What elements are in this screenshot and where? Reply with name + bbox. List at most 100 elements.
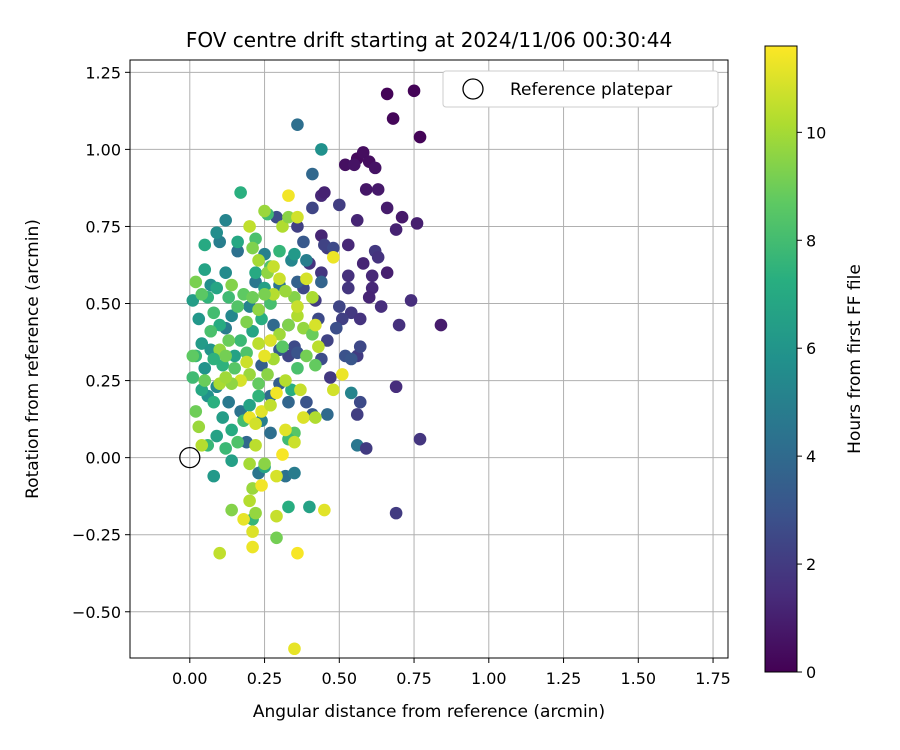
data-point [207, 306, 221, 320]
data-point [291, 300, 304, 313]
data-point [222, 334, 235, 347]
data-point [279, 423, 292, 437]
data-point [207, 469, 221, 483]
colorbar-tick-label: 0 [806, 663, 816, 682]
legend-label: Reference platepar [510, 80, 672, 100]
data-point [291, 361, 304, 375]
data-point [252, 377, 265, 390]
x-tick-label: 1.00 [471, 669, 507, 688]
data-point [324, 371, 337, 384]
data-point [258, 204, 271, 218]
data-point [374, 300, 388, 313]
data-point [252, 303, 265, 316]
data-point [413, 130, 427, 144]
data-point [297, 235, 310, 249]
data-point [318, 503, 331, 517]
y-axis-ticks: −0.50 −0.25 0.00 0.25 0.50 0.75 1.00 1.25 [72, 63, 130, 622]
data-point [315, 143, 328, 156]
data-point [198, 361, 212, 375]
data-point [216, 411, 229, 424]
data-point [380, 266, 394, 279]
data-point [294, 383, 307, 397]
data-point [371, 250, 385, 264]
data-point [210, 226, 224, 239]
data-point [309, 411, 322, 424]
data-point [282, 395, 295, 409]
data-point [362, 291, 376, 304]
data-point [315, 266, 328, 279]
colorbar-ticks: 0 2 4 6 8 10 [797, 123, 826, 682]
data-point [338, 158, 352, 172]
data-point [195, 337, 209, 350]
x-tick-label: 0.50 [321, 669, 357, 688]
data-point [270, 509, 283, 523]
data-point [186, 349, 200, 363]
data-point [288, 642, 301, 656]
data-point [213, 318, 226, 332]
data-point [222, 291, 235, 304]
data-point [231, 300, 244, 313]
data-point [243, 494, 256, 508]
data-point [264, 426, 277, 440]
data-point [198, 238, 212, 252]
data-point [410, 217, 424, 230]
data-point [195, 439, 209, 452]
x-axis-label: Angular distance from reference (arcmin) [253, 702, 605, 722]
data-point [246, 324, 259, 338]
data-point [267, 318, 280, 332]
data-point [249, 417, 262, 431]
data-point [321, 334, 334, 347]
data-point [291, 546, 304, 560]
data-point [249, 266, 262, 279]
data-point [365, 269, 379, 283]
data-point [303, 500, 316, 514]
data-point [231, 244, 244, 258]
data-point [306, 201, 319, 215]
reference-platepar-marker [179, 446, 201, 469]
data-point [288, 466, 301, 480]
data-point [282, 189, 295, 202]
data-point [276, 340, 289, 353]
data-point [243, 457, 256, 471]
data-point [267, 287, 280, 301]
data-point [353, 340, 367, 353]
data-point [282, 500, 295, 514]
data-point [288, 247, 301, 261]
data-point [246, 241, 259, 255]
data-point [359, 183, 373, 196]
data-point [246, 540, 259, 554]
data-point [434, 318, 448, 332]
data-point [321, 408, 334, 421]
data-point [270, 469, 283, 483]
data-point [192, 312, 206, 326]
data-point [255, 479, 268, 492]
data-point [252, 254, 265, 267]
data-point [234, 186, 247, 199]
data-point [309, 358, 322, 372]
data-point [234, 334, 247, 347]
x-axis-ticks: 0.00 0.25 0.50 0.75 1.00 1.25 1.50 1.75 [172, 658, 731, 688]
data-point [353, 312, 367, 326]
data-point [195, 287, 209, 301]
data-point [353, 395, 367, 409]
data-point [285, 383, 298, 397]
data-point [225, 423, 238, 437]
data-point [350, 408, 364, 421]
data-point [306, 167, 319, 181]
data-point [347, 158, 361, 172]
data-point [386, 112, 400, 125]
legend-reference-marker [462, 78, 484, 100]
data-point [276, 448, 289, 461]
data-point [198, 374, 212, 387]
data-points [186, 84, 448, 656]
y-tick-label: 1.25 [85, 63, 121, 82]
data-point [225, 309, 238, 323]
data-point [297, 321, 310, 335]
colorbar-tick-label: 10 [806, 123, 826, 142]
x-tick-label: 0.25 [247, 669, 283, 688]
x-tick-label: 1.25 [546, 669, 582, 688]
data-point [333, 300, 346, 313]
y-tick-label: 1.00 [85, 140, 121, 159]
data-point [231, 435, 244, 449]
data-point [282, 318, 295, 332]
